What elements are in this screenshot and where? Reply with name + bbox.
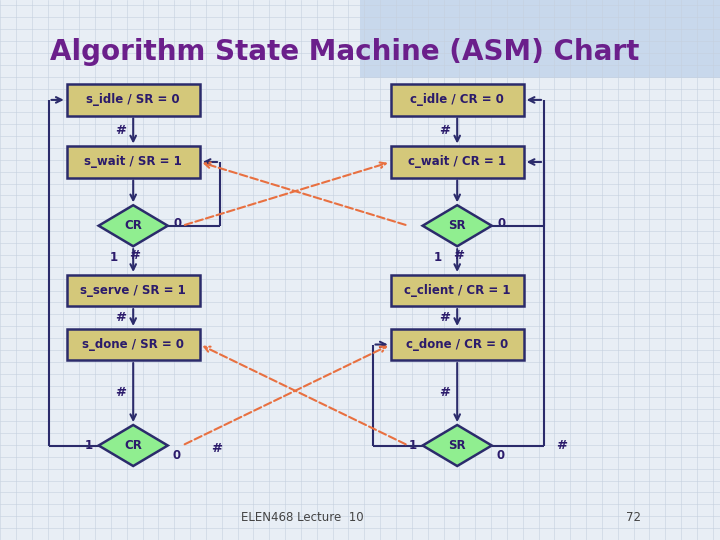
Text: #: # <box>454 249 464 262</box>
Text: 0: 0 <box>498 217 505 230</box>
Polygon shape <box>423 425 492 466</box>
Text: #: # <box>130 249 140 262</box>
Text: #: # <box>438 386 450 399</box>
FancyBboxPatch shape <box>390 275 524 306</box>
FancyBboxPatch shape <box>390 84 524 116</box>
Text: SR: SR <box>449 219 466 232</box>
Polygon shape <box>99 425 168 466</box>
Polygon shape <box>423 205 492 246</box>
Text: s_serve / SR = 1: s_serve / SR = 1 <box>81 284 186 297</box>
FancyBboxPatch shape <box>66 275 199 306</box>
FancyBboxPatch shape <box>66 146 199 178</box>
Text: c_done / CR = 0: c_done / CR = 0 <box>406 338 508 351</box>
Text: ELEN468 Lecture  10: ELEN468 Lecture 10 <box>241 511 364 524</box>
Text: 1: 1 <box>433 251 441 264</box>
FancyBboxPatch shape <box>360 0 720 78</box>
Text: 1: 1 <box>409 439 417 452</box>
Text: c_wait / CR = 1: c_wait / CR = 1 <box>408 156 506 168</box>
Text: CR: CR <box>125 219 142 232</box>
Text: s_wait / SR = 1: s_wait / SR = 1 <box>84 156 182 168</box>
Text: #: # <box>211 442 222 455</box>
Text: #: # <box>114 311 126 324</box>
Text: 72: 72 <box>626 511 641 524</box>
Text: 0: 0 <box>496 449 504 462</box>
Text: s_idle / SR = 0: s_idle / SR = 0 <box>86 93 180 106</box>
Text: 0: 0 <box>172 449 180 462</box>
Text: SR: SR <box>449 439 466 452</box>
Text: s_done / SR = 0: s_done / SR = 0 <box>82 338 184 351</box>
Polygon shape <box>99 205 168 246</box>
Text: 0: 0 <box>174 217 181 230</box>
FancyBboxPatch shape <box>66 84 199 116</box>
Text: #: # <box>557 439 567 452</box>
FancyBboxPatch shape <box>390 329 524 360</box>
Text: 1: 1 <box>85 439 93 452</box>
Text: Algorithm State Machine (ASM) Chart: Algorithm State Machine (ASM) Chart <box>50 38 640 66</box>
Text: #: # <box>438 124 450 138</box>
Text: c_client / CR = 1: c_client / CR = 1 <box>404 284 510 297</box>
Text: #: # <box>114 124 126 138</box>
FancyBboxPatch shape <box>390 146 524 178</box>
Text: c_idle / CR = 0: c_idle / CR = 0 <box>410 93 504 106</box>
FancyBboxPatch shape <box>66 329 199 360</box>
Text: CR: CR <box>125 439 142 452</box>
Text: 1: 1 <box>109 251 117 264</box>
Text: #: # <box>114 386 126 399</box>
Text: #: # <box>438 311 450 324</box>
